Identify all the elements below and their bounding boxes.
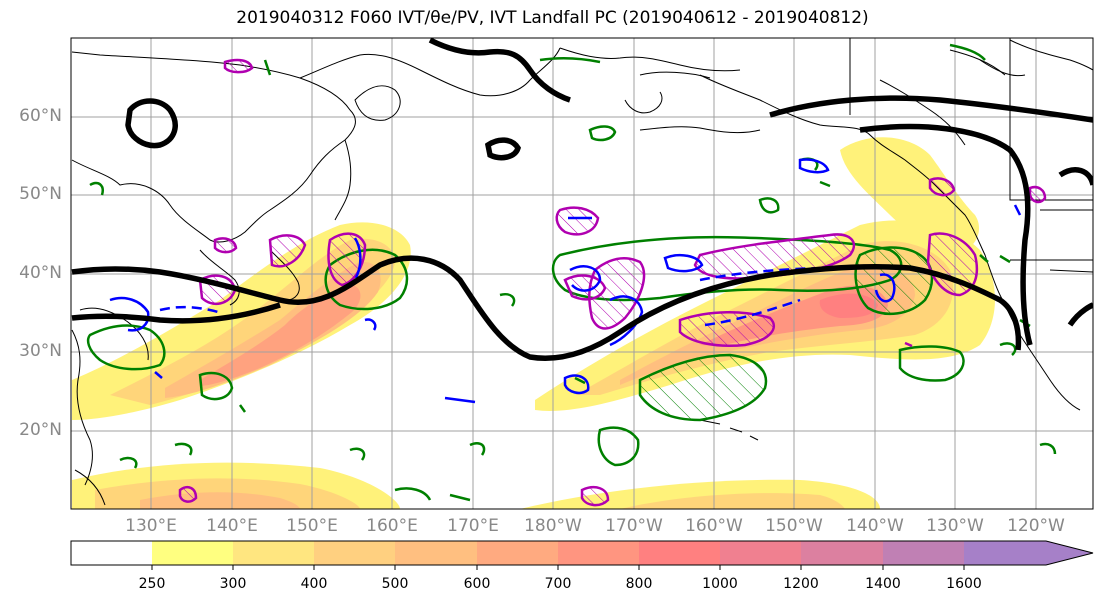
colorbar [70,540,1094,570]
colorbar-tick-label: 700 [544,576,572,592]
lon-label: 160°E [366,516,418,536]
lat-label: 50°N [19,184,62,204]
lon-label: 150°E [286,516,338,536]
colorbar-tick-label: 800 [625,576,653,592]
lon-label: 150°W [765,516,823,536]
lat-label: 40°N [19,263,62,283]
lon-label: 120°W [1007,516,1065,536]
lat-label: 30°N [19,341,62,361]
colorbar-tick-label: 250 [138,576,166,592]
lon-label: 130°E [125,516,177,536]
lon-label: 180°W [524,516,582,536]
colorbar-tick-label: 600 [463,576,491,592]
colorbar-tick-label: 1600 [946,576,982,592]
colorbar-tick-label: 1200 [783,576,819,592]
lon-label: 160°W [685,516,743,536]
colorbar-tick-label: 500 [381,576,409,592]
map-title: 2019040312 F060 IVT/θe/PV, IVT Landfall … [236,8,869,28]
lon-label: 170°E [447,516,499,536]
colorbar-tick-label: 1000 [702,576,738,592]
coastlines [71,38,1093,506]
lon-label: 170°W [605,516,663,536]
lon-label: 140°W [846,516,904,536]
theta-contours [178,58,1047,507]
lat-label: 60°N [19,106,62,126]
colorbar-tick-label: 400 [300,576,328,592]
lon-label: 130°W [926,516,984,536]
lat-label: 20°N [19,420,62,440]
lon-label: 140°E [206,516,258,536]
colorbar-tick-label: 300 [219,576,247,592]
colorbar-tick-label: 1400 [865,576,901,592]
